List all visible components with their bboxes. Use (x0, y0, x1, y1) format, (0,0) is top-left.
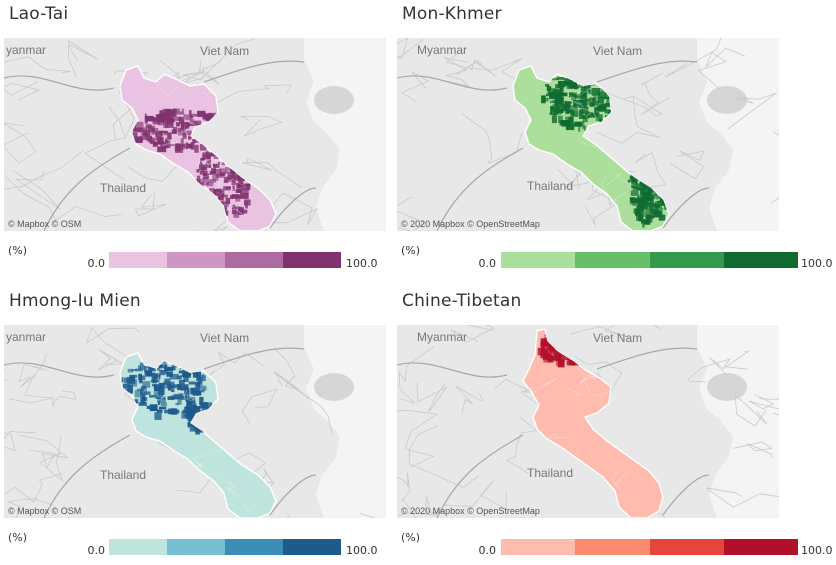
color-legend-bar (501, 539, 798, 555)
color-legend-bar (501, 252, 798, 268)
legend-swatch-4 (283, 252, 341, 268)
legend-swatch-4 (283, 539, 341, 555)
legend-swatch-3 (225, 539, 283, 555)
country-label-myanmar: yanmar (6, 330, 46, 344)
country-label-thailand: Thailand (100, 468, 146, 482)
map-panel-lao-tai: Lao-Tai yanmar Viet Nam Thailand © Mapbox ©… (0, 0, 418, 278)
legend-unit: (%) (8, 531, 28, 544)
legend-min: 0.0 (87, 257, 106, 270)
legend-min: 0.0 (478, 257, 497, 270)
country-label-thailand: Thailand (527, 179, 573, 193)
panel-title: Chine-Tibetan (402, 291, 522, 311)
map-attribution[interactable]: © 2020 Mapbox © OpenStreetMap (401, 506, 540, 516)
map-attribution[interactable]: © Mapbox © OSM (8, 506, 82, 516)
country-label-myanmar: yanmar (6, 43, 46, 57)
map-panel-chine-tibetan: Chine-Tibetan Myanmar Viet Nam Thailand © 2… (393, 287, 833, 565)
legend-swatch-2 (167, 539, 225, 555)
map-view[interactable]: yanmar Viet Nam Thailand © Mapbox © OSM (4, 325, 386, 518)
map-canvas: yanmar Viet Nam Thailand (4, 325, 386, 518)
legend-swatch-2 (575, 252, 650, 268)
legend-max: 100.0 (801, 257, 833, 270)
legend-swatch-3 (225, 252, 283, 268)
legend-min: 0.0 (87, 544, 106, 557)
legend-swatch-1 (109, 539, 167, 555)
legend-max: 100.0 (346, 544, 378, 557)
map-view[interactable]: Myanmar Viet Nam Thailand © 2020 Mapbox © O… (397, 38, 779, 231)
country-label-myanmar: Myanmar (417, 330, 467, 344)
legend-max: 100.0 (346, 257, 378, 270)
panel-title: Mon-Khmer (402, 4, 502, 24)
map-view[interactable]: yanmar Viet Nam Thailand © Mapbox © OSM (4, 38, 386, 231)
legend-swatch-3 (649, 539, 724, 555)
map-attribution[interactable]: © Mapbox © OSM (8, 219, 82, 229)
map-canvas: Myanmar Viet Nam Thailand (397, 325, 779, 518)
legend-unit: (%) (401, 244, 421, 257)
panel-title: Lao-Tai (9, 4, 69, 24)
legend-swatch-4 (723, 252, 798, 268)
country-label-vietnam: Viet Nam (593, 44, 642, 58)
legend-swatch-4 (723, 539, 798, 555)
map-attribution[interactable]: © 2020 Mapbox © OpenStreetMap (401, 219, 540, 229)
map-panel-mon-khmer: Mon-Khmer Myanmar Viet Nam Thailand © 2020 … (393, 0, 833, 278)
country-label-vietnam: Viet Nam (200, 331, 249, 345)
legend-swatch-2 (167, 252, 225, 268)
legend-swatch-1 (501, 252, 576, 268)
legend-unit: (%) (8, 244, 28, 257)
legend-swatch-1 (109, 252, 167, 268)
map-canvas: Myanmar Viet Nam Thailand (397, 38, 779, 231)
country-label-thailand: Thailand (100, 181, 146, 195)
legend-swatch-1 (501, 539, 576, 555)
country-label-vietnam: Viet Nam (200, 44, 249, 58)
country-label-vietnam: Viet Nam (593, 331, 642, 345)
legend-min: 0.0 (478, 544, 497, 557)
legend-unit: (%) (401, 531, 421, 544)
map-panel-hmong-iu-mien: Hmong-Iu Mien yanmar Viet Nam Thailand © Ma… (0, 287, 418, 565)
country-label-myanmar: Myanmar (417, 43, 467, 57)
map-view[interactable]: Myanmar Viet Nam Thailand © 2020 Mapbox © O… (397, 325, 779, 518)
legend-max: 100.0 (801, 544, 833, 557)
map-canvas: yanmar Viet Nam Thailand (4, 38, 386, 231)
color-legend-bar (109, 539, 341, 555)
legend-swatch-2 (575, 539, 650, 555)
country-label-thailand: Thailand (527, 466, 573, 480)
color-legend-bar (109, 252, 341, 268)
legend-swatch-3 (649, 252, 724, 268)
panel-title: Hmong-Iu Mien (9, 291, 141, 311)
